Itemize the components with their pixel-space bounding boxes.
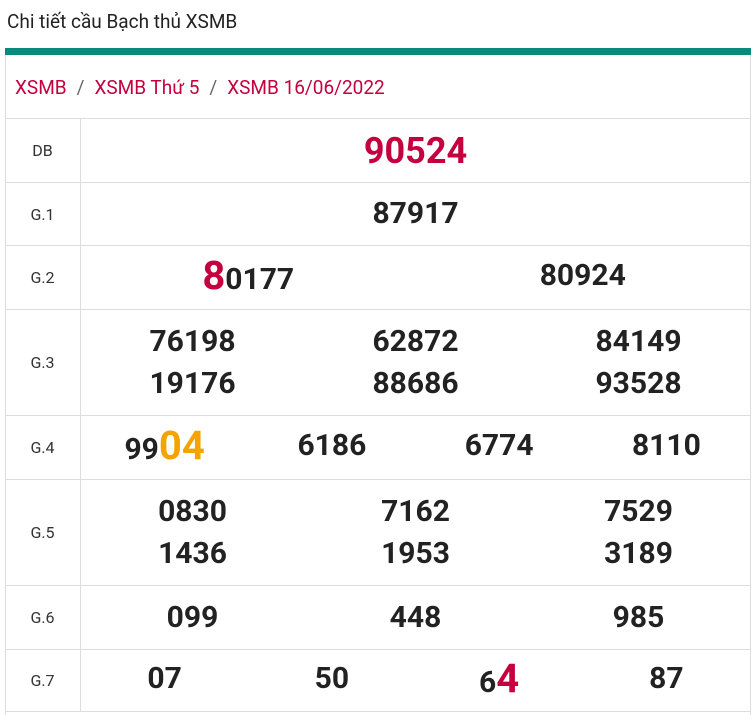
number-digits: 88686 bbox=[372, 365, 459, 401]
prize-number: 80177 bbox=[81, 255, 416, 298]
prize-number: 84149 bbox=[527, 324, 750, 360]
number-digits: 99 bbox=[124, 431, 159, 467]
prize-numbers: 9904 6186 6774 8110 bbox=[81, 416, 750, 479]
prize-numbers: 87917 bbox=[81, 183, 750, 245]
number-digits: 1953 bbox=[381, 535, 450, 571]
page-title: Chi tiết cầu Bạch thủ XSMB bbox=[7, 10, 238, 33]
prize-row: G.2 80177 80924 bbox=[5, 246, 750, 310]
prize-row: DB 90524 bbox=[5, 119, 750, 183]
prize-number: 87917 bbox=[81, 196, 750, 232]
prize-number: 3189 bbox=[527, 536, 750, 572]
prize-number: 76198 bbox=[81, 324, 304, 360]
number-digits: 76198 bbox=[149, 323, 236, 359]
prize-number: 50 bbox=[248, 661, 415, 701]
prize-row: G.4 9904 6186 6774 8110 bbox=[5, 416, 750, 480]
results-table: DB 90524 G.1 87917 G.2 80177 80924 G.3 76198 6287… bbox=[5, 118, 750, 712]
prize-number: 7162 bbox=[304, 494, 527, 530]
breadcrumb-link[interactable]: XSMB Thứ 5 bbox=[94, 76, 200, 99]
prize-label: G.1 bbox=[5, 183, 81, 245]
number-digits: 84149 bbox=[595, 323, 682, 359]
prize-number: 6186 bbox=[248, 428, 415, 468]
number-digits: 099 bbox=[166, 599, 219, 635]
prize-number: 6774 bbox=[416, 428, 583, 468]
number-digits: 3189 bbox=[604, 535, 673, 571]
breadcrumb: XSMB / XSMB Thứ 5 / XSMB 16/06/2022 bbox=[15, 76, 385, 99]
prize-number: 099 bbox=[81, 600, 304, 636]
number-digits: 87 bbox=[649, 660, 684, 696]
prize-row: G.6 099 448 985 bbox=[5, 586, 750, 650]
prize-label: G.5 bbox=[5, 480, 81, 585]
prize-label: G.2 bbox=[5, 246, 81, 309]
breadcrumb-separator: / bbox=[209, 76, 218, 99]
number-digits: 0177 bbox=[225, 261, 295, 297]
number-digits: 6774 bbox=[464, 427, 534, 463]
prize-number: 1436 bbox=[81, 536, 304, 572]
prize-number: 93528 bbox=[527, 366, 750, 402]
prize-label: G.7 bbox=[5, 650, 81, 711]
prize-number: 64 bbox=[416, 658, 583, 701]
number-digits: 6 bbox=[479, 664, 497, 700]
prize-number: 0830 bbox=[81, 494, 304, 530]
prize-row: G.1 87917 bbox=[5, 183, 750, 246]
breadcrumb-link[interactable]: XSMB bbox=[15, 76, 67, 99]
prize-number: 88686 bbox=[304, 366, 527, 402]
breadcrumb-link[interactable]: XSMB 16/06/2022 bbox=[227, 76, 385, 99]
prize-number: 80924 bbox=[416, 258, 751, 298]
prize-label: G.4 bbox=[5, 416, 81, 479]
number-digits: 1436 bbox=[158, 535, 227, 571]
prize-number: 62872 bbox=[304, 324, 527, 360]
number-digits: 19176 bbox=[149, 365, 236, 401]
number-digits: 448 bbox=[389, 599, 442, 635]
number-digits: 7529 bbox=[604, 493, 673, 529]
prize-numbers: 099 448 985 bbox=[81, 586, 750, 649]
number-digits: 62872 bbox=[372, 323, 459, 359]
prize-number: 9904 bbox=[81, 425, 248, 468]
prize-number: 90524 bbox=[81, 133, 750, 169]
prize-numbers: 0830 7162 7529 1436 1953 3189 bbox=[81, 480, 750, 585]
number-digits: 8110 bbox=[631, 427, 701, 463]
prize-number: 87 bbox=[583, 661, 750, 701]
number-digits: 07 bbox=[147, 660, 182, 696]
prize-number: 19176 bbox=[81, 366, 304, 402]
prize-row: G.7 07 50 64 87 bbox=[5, 650, 750, 712]
prize-number: 985 bbox=[527, 600, 750, 636]
prize-number: 7529 bbox=[527, 494, 750, 530]
prize-numbers: 80177 80924 bbox=[81, 246, 750, 309]
number-digits: 0830 bbox=[158, 493, 227, 529]
prize-numbers: 90524 bbox=[81, 119, 750, 182]
prize-row: G.3 76198 62872 84149 19176 88686 93528 bbox=[5, 310, 750, 416]
accent-bar bbox=[5, 48, 751, 55]
prize-label: G.6 bbox=[5, 586, 81, 649]
highlight-digits: 8 bbox=[202, 251, 226, 299]
prize-number: 448 bbox=[304, 600, 527, 636]
prize-number: 8110 bbox=[583, 428, 750, 468]
highlight-digits: 90524 bbox=[363, 129, 468, 172]
prize-row: G.5 0830 7162 7529 1436 1953 3189 bbox=[5, 480, 750, 586]
prize-numbers: 76198 62872 84149 19176 88686 93528 bbox=[81, 310, 750, 415]
prize-label: DB bbox=[5, 119, 81, 182]
highlight-digits: 4 bbox=[496, 654, 520, 702]
number-digits: 93528 bbox=[595, 365, 682, 401]
number-digits: 6186 bbox=[297, 427, 367, 463]
prize-number: 07 bbox=[81, 661, 248, 701]
number-digits: 87917 bbox=[372, 196, 459, 231]
number-digits: 80924 bbox=[539, 257, 626, 293]
number-digits: 50 bbox=[314, 660, 350, 696]
prize-number: 1953 bbox=[304, 536, 527, 572]
number-digits: 985 bbox=[612, 599, 665, 635]
prize-numbers: 07 50 64 87 bbox=[81, 650, 750, 711]
prize-label: G.3 bbox=[5, 310, 81, 415]
breadcrumb-separator: / bbox=[76, 76, 85, 99]
number-digits: 7162 bbox=[381, 493, 450, 529]
highlight-digits: 04 bbox=[158, 421, 205, 469]
